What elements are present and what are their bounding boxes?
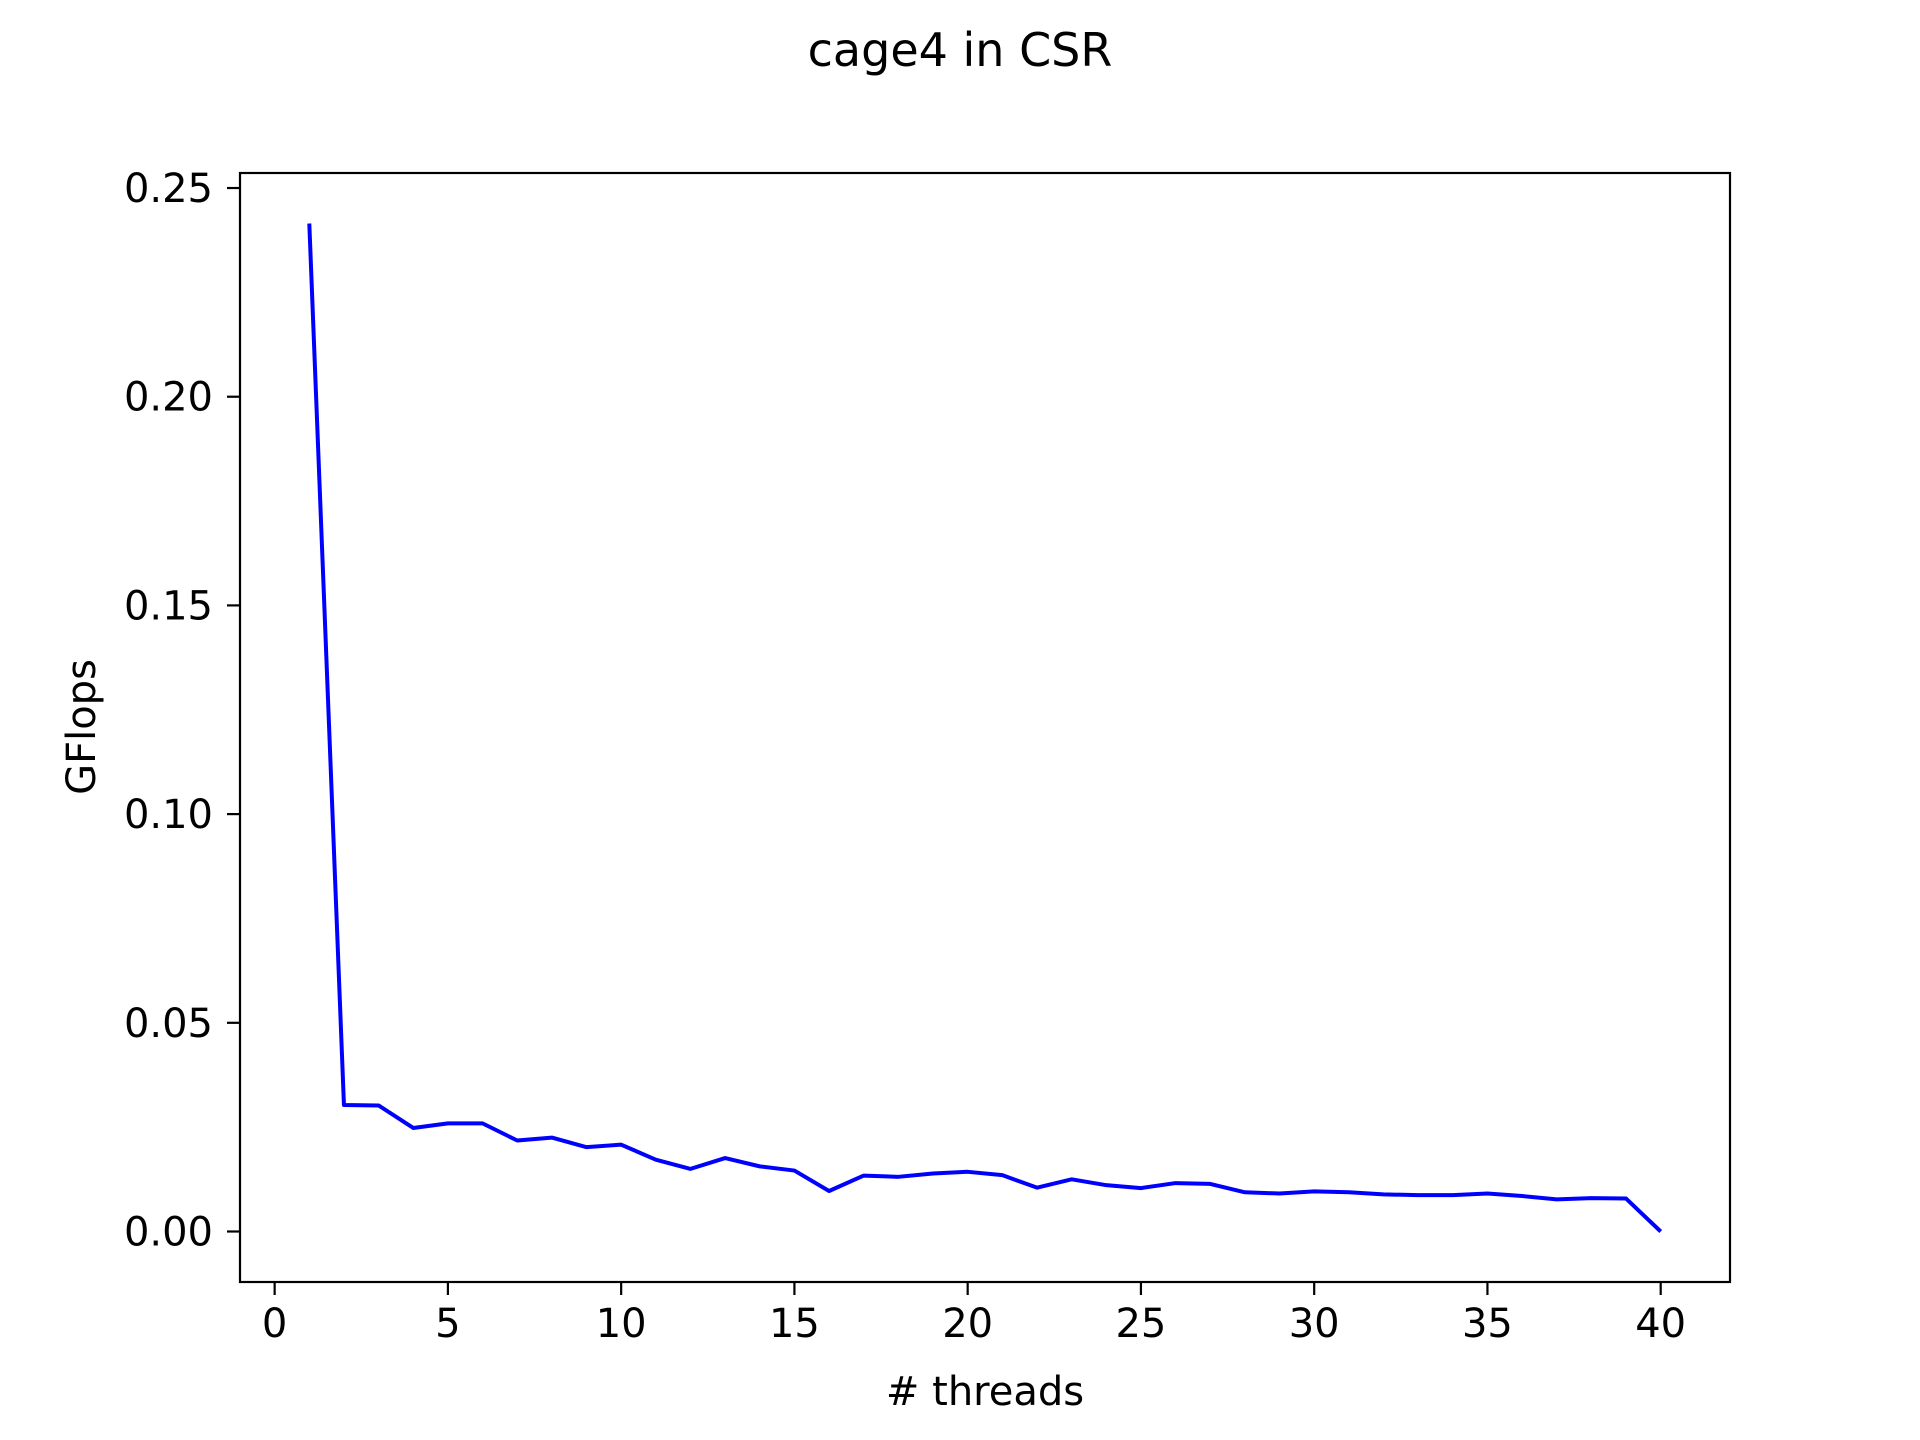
x-tick-label: 5 <box>435 1301 460 1347</box>
x-tick-label: 20 <box>942 1301 993 1347</box>
y-tick-label: 0.25 <box>124 166 213 212</box>
x-tick-label: 15 <box>769 1301 820 1347</box>
y-axis-label: GFlops <box>59 659 105 795</box>
y-tick-label: 0.15 <box>124 583 213 629</box>
y-tick-label: 0.20 <box>124 375 213 421</box>
x-tick-label: 35 <box>1462 1301 1513 1347</box>
y-tick-label: 0.05 <box>124 1001 213 1047</box>
y-axis: 0.00 0.05 0.10 0.15 0.20 0.25 <box>124 166 240 1255</box>
plot-frame <box>238 171 1732 1284</box>
x-tick-label: 30 <box>1289 1301 1340 1347</box>
x-axis-label: # threads <box>886 1369 1084 1415</box>
x-tick-label: 10 <box>596 1301 647 1347</box>
x-axis: 0 5 10 15 20 25 30 35 40 <box>262 1282 1686 1347</box>
x-tick-label: 25 <box>1115 1301 1166 1347</box>
x-tick-label: 40 <box>1635 1301 1686 1347</box>
x-tick-label: 0 <box>262 1301 287 1347</box>
series-layer <box>307 223 1663 1233</box>
y-tick-label: 0.10 <box>124 792 213 838</box>
series-line-0 <box>307 223 1663 1233</box>
y-tick-label: 0.00 <box>124 1209 213 1255</box>
chart-title: cage4 in CSR <box>808 23 1113 77</box>
